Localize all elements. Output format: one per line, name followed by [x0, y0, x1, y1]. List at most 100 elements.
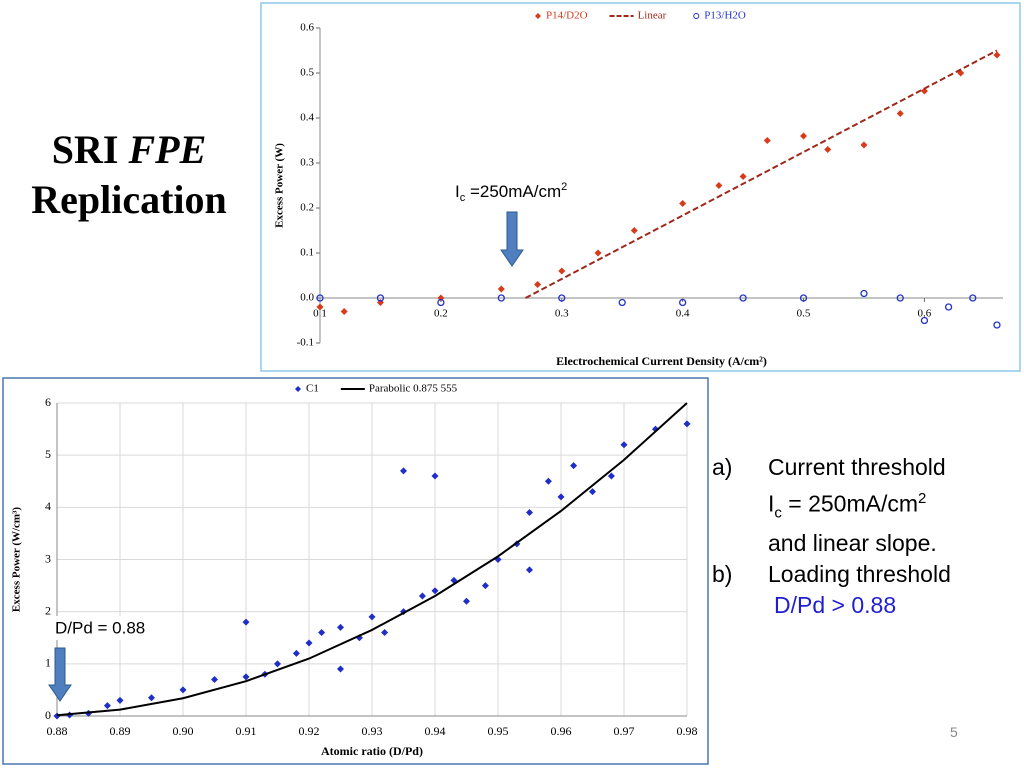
point: [993, 51, 1001, 59]
x-tick-label: 0.98: [677, 724, 698, 738]
point: [179, 686, 187, 694]
note: Ic = 250mA/cm2: [712, 483, 1022, 528]
line: [56, 402, 688, 717]
point: [739, 173, 747, 180]
point: [534, 281, 542, 288]
y-axis-label: Excess Power (W): [274, 143, 286, 228]
legend-label: P13/H2O: [704, 10, 746, 22]
point: [558, 294, 566, 302]
y-tick-label: -0.1: [297, 337, 314, 349]
point: [437, 298, 445, 307]
point: [481, 582, 489, 590]
note-text: = 250mA/cm: [781, 490, 918, 517]
x-tick-label: 0.88: [47, 724, 68, 738]
point: [969, 294, 977, 302]
point: [944, 303, 953, 311]
point: [589, 488, 596, 496]
y-tick-label: 0: [45, 708, 51, 722]
point: [242, 618, 250, 626]
y-tick-label: 0.5: [300, 67, 314, 79]
point: [526, 566, 533, 574]
y-tick-label: 0.3: [300, 157, 314, 169]
legend-swatch: [693, 13, 700, 19]
point: [274, 660, 281, 668]
title-text: Replication: [31, 177, 227, 222]
point: [920, 87, 928, 95]
legend-swatch: [535, 13, 541, 19]
x-tick-label: 0.93: [362, 724, 383, 738]
point: [497, 285, 505, 293]
point: [381, 629, 389, 637]
point: [800, 132, 808, 140]
point: [400, 467, 407, 475]
slide-title: SRI FPE Replication: [0, 125, 258, 225]
x-tick-label: 0.92: [299, 724, 320, 738]
point: [116, 696, 124, 704]
point: [679, 200, 687, 207]
note-marker: b): [712, 561, 733, 588]
note-text: Ic = 250mA/cm2: [768, 483, 926, 528]
legend: P14/D2O Linear P13/H2O: [535, 10, 746, 22]
note-text: Current threshold: [768, 454, 946, 480]
point: [896, 110, 904, 117]
y-tick-label: 1: [45, 656, 51, 670]
line: [525, 49, 998, 299]
point: [242, 673, 250, 681]
point: [292, 649, 300, 657]
point: [148, 694, 155, 702]
point: [340, 308, 348, 315]
y-tick-label: 0.1: [300, 247, 314, 259]
x-tick-label: 0.89: [110, 724, 131, 738]
note: b) Loading threshold: [712, 559, 1022, 590]
note-text: I: [768, 490, 775, 517]
y-axis-label: Excess Power (W/cm³): [11, 507, 23, 612]
y-tick-label: 4: [45, 499, 51, 513]
page-number: 5: [950, 724, 958, 740]
x-tick-label: 0.6: [918, 308, 932, 320]
point: [103, 702, 111, 710]
point: [896, 294, 904, 302]
y-tick-label: 2: [45, 603, 51, 617]
title-text: SRI: [51, 127, 119, 172]
point: [557, 493, 565, 501]
point: [318, 629, 326, 637]
point: [715, 182, 723, 189]
legend: C1 Parabolic 0.875 555: [295, 383, 458, 395]
point: [211, 675, 218, 683]
point: [739, 294, 747, 302]
point: [570, 462, 578, 470]
note-text: and linear slope.: [768, 530, 937, 557]
legend-label: Parabolic 0.875 555: [369, 383, 458, 395]
point: [337, 623, 344, 631]
arrow: [48, 647, 72, 702]
point: [594, 249, 602, 257]
x-tick-label: 0.91: [236, 724, 257, 738]
notes: a) Current threshold Ic = 250mA/cm2 and l…: [712, 452, 1022, 621]
point: [993, 321, 1001, 329]
point: [860, 289, 868, 298]
title-text: FPE: [128, 127, 207, 172]
point: [337, 665, 344, 673]
annotation-text: 2: [561, 181, 567, 193]
legend-label: P14/D2O: [546, 10, 588, 22]
point: [431, 472, 439, 480]
x-axis-label: Atomic ratio (D/Pd): [321, 744, 423, 758]
note-text: c: [774, 504, 782, 522]
point: [526, 509, 533, 517]
point: [679, 298, 687, 307]
y-tick-label: 6: [45, 395, 51, 409]
point: [607, 472, 615, 480]
y-tick-label: 0.4: [300, 112, 314, 124]
x-tick-label: 0.3: [555, 308, 569, 320]
point: [620, 441, 628, 449]
note: a) Current threshold: [712, 452, 1022, 483]
note-marker: a): [712, 454, 733, 480]
point: [376, 294, 385, 302]
point: [920, 316, 929, 325]
note: and linear slope.: [712, 528, 1022, 559]
y-tick-label: 5: [45, 447, 51, 461]
point: [368, 613, 376, 621]
y-tick-label: 0.2: [300, 202, 314, 214]
